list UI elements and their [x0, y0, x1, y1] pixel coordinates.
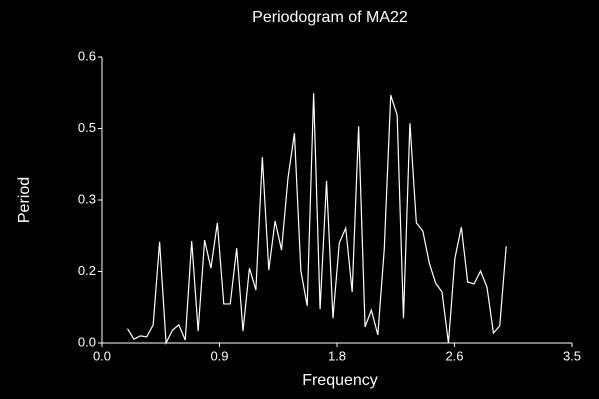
x-tick-label: 2.6	[445, 348, 463, 363]
x-tick-label: 1.8	[328, 348, 346, 363]
x-axis-label: Frequency	[302, 372, 378, 389]
y-tick-label: 0.6	[78, 48, 96, 63]
chart-title: Periodogram of MA22	[252, 9, 408, 26]
data-line	[127, 93, 507, 346]
y-axis-label: Period	[16, 177, 33, 223]
x-tick-label: 0.9	[210, 348, 228, 363]
x-tick-label: 3.5	[563, 348, 581, 363]
y-tick-label: 0.0	[78, 334, 96, 349]
x-tick-label: 0.0	[93, 348, 111, 363]
y-tick-label: 0.3	[78, 191, 96, 206]
y-tick-label: 0.2	[78, 263, 96, 278]
y-tick-label: 0.5	[78, 120, 96, 135]
